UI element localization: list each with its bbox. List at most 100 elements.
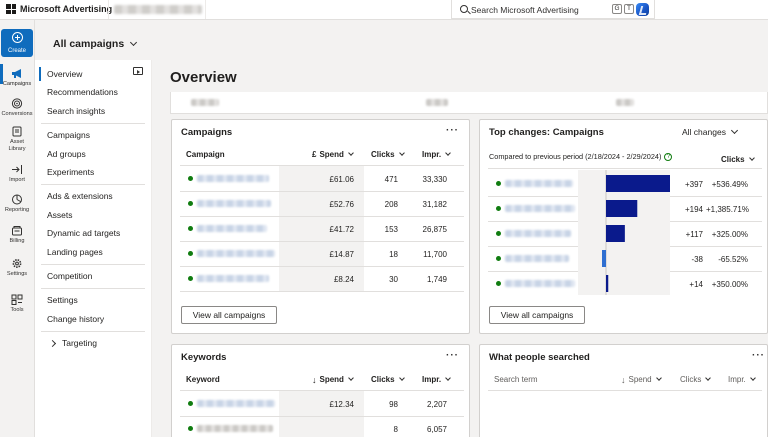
- nav-item-assets[interactable]: Assets: [47, 210, 73, 220]
- change-bar: [606, 175, 670, 192]
- campaign-name-redacted[interactable]: [197, 200, 271, 207]
- table-row[interactable]: £61.06 471 33,330: [172, 167, 469, 191]
- nav-item-landing-pages[interactable]: Landing pages: [47, 247, 103, 257]
- import-icon: [12, 165, 22, 174]
- create-button[interactable]: Create: [1, 29, 33, 57]
- table-row[interactable]: £41.72 153 26,875: [172, 217, 469, 241]
- scope-label: All campaigns: [53, 38, 125, 50]
- card-title: Keywords: [181, 352, 227, 363]
- column-header-impr[interactable]: Impr.: [728, 375, 756, 384]
- keyword-redacted[interactable]: [197, 425, 273, 432]
- campaign-name-redacted[interactable]: [197, 250, 275, 257]
- nav-item-dynamic-ad-targets[interactable]: Dynamic ad targets: [47, 228, 121, 238]
- nav-item-campaigns[interactable]: Campaigns: [47, 130, 90, 140]
- rail-label: Import: [9, 177, 25, 183]
- column-header-clicks[interactable]: Clicks: [680, 375, 712, 384]
- changes-dropdown[interactable]: All changes: [682, 126, 738, 137]
- nav-item-recommendations[interactable]: Recommendations: [47, 87, 118, 97]
- change-bar: [606, 200, 638, 217]
- spend-column-highlight: [279, 166, 364, 291]
- campaign-name-redacted[interactable]: [505, 180, 573, 187]
- column-header-impr[interactable]: Impr.: [422, 375, 451, 384]
- chevron-down-icon: [749, 375, 756, 381]
- rail-item-conversions[interactable]: Conversions: [0, 98, 34, 118]
- row-divider: [488, 221, 578, 222]
- rail-item-asset-library[interactable]: Asset Library: [0, 126, 34, 152]
- change-row[interactable]: +194 +1,385.71%: [480, 197, 767, 221]
- global-search[interactable]: Search Microsoft Advertising: [451, 0, 655, 19]
- rail-item-billing[interactable]: Billing: [0, 225, 34, 245]
- column-header-clicks[interactable]: Clicks: [371, 150, 405, 159]
- table-row[interactable]: 8 6,057: [172, 417, 469, 437]
- nav-item-ad-groups[interactable]: Ad groups: [47, 149, 86, 159]
- help-icon[interactable]: ?: [664, 153, 673, 162]
- brand-logo[interactable]: Microsoft Advertising: [6, 4, 112, 14]
- nav-item-search-insights[interactable]: Search insights: [47, 106, 106, 116]
- column-header-keyword[interactable]: Keyword: [186, 375, 220, 384]
- cell-clicks: 18: [389, 250, 398, 259]
- comparison-period: Compared to previous period (2/18/2024 -…: [489, 152, 673, 162]
- chevron-down-icon: [748, 155, 755, 161]
- campaign-name-redacted[interactable]: [197, 225, 267, 232]
- column-header-clicks[interactable]: Clicks: [371, 375, 405, 384]
- copilot-icon[interactable]: [636, 3, 649, 16]
- nav-item-ads-extensions[interactable]: Ads & extensions: [47, 191, 113, 201]
- cell-change: -38: [691, 255, 703, 264]
- campaign-name-redacted[interactable]: [505, 205, 575, 212]
- table-row[interactable]: £52.76 208 31,182: [172, 192, 469, 216]
- change-row[interactable]: +117 +325.00%: [480, 222, 767, 246]
- table-row[interactable]: £12.34 98 2,207: [172, 392, 469, 416]
- status-active-icon: [188, 226, 193, 231]
- column-header-impr[interactable]: Impr.: [422, 150, 451, 159]
- view-all-campaigns-button[interactable]: View all campaigns: [489, 306, 585, 324]
- cell-change-pct: +536.49%: [711, 180, 748, 189]
- rail-item-reporting[interactable]: Reporting: [0, 194, 34, 214]
- account-selector[interactable]: [108, 0, 206, 19]
- campaigns-card: Campaigns ··· Campaign £ Spend Clicks Imp…: [171, 119, 470, 334]
- campaign-name-redacted[interactable]: [505, 280, 575, 287]
- change-row[interactable]: +14 +350.00%: [480, 272, 767, 296]
- campaign-name-redacted[interactable]: [197, 275, 269, 282]
- change-row[interactable]: -38 -65.52%: [480, 247, 767, 271]
- more-options-icon[interactable]: ···: [446, 350, 459, 361]
- status-active-icon: [188, 176, 193, 181]
- campaign-name-redacted[interactable]: [197, 175, 269, 182]
- column-header-spend[interactable]: £ Spend: [312, 150, 354, 159]
- nav-item-settings[interactable]: Settings: [47, 295, 78, 305]
- rail-item-campaigns[interactable]: Campaigns: [0, 68, 34, 88]
- view-all-campaigns-button[interactable]: View all campaigns: [181, 306, 277, 324]
- more-options-icon[interactable]: ···: [446, 125, 459, 136]
- rail-label: Billing: [9, 238, 25, 244]
- column-header-campaign[interactable]: Campaign: [186, 150, 225, 159]
- more-options-icon[interactable]: ···: [752, 350, 765, 361]
- rail-item-settings[interactable]: Settings: [0, 258, 34, 278]
- megaphone-icon: [12, 69, 21, 78]
- campaign-name-redacted[interactable]: [505, 230, 571, 237]
- nav-item-competition[interactable]: Competition: [47, 271, 93, 281]
- campaign-name-redacted[interactable]: [505, 255, 569, 262]
- rail-item-import[interactable]: Import: [0, 164, 34, 184]
- nav-item-experiments[interactable]: Experiments: [47, 167, 95, 177]
- comparison-period-text: Compared to previous period (2/18/2024 -…: [489, 152, 662, 161]
- column-header-spend-label: Spend: [319, 375, 344, 384]
- nav-item-targeting[interactable]: Targeting: [48, 338, 97, 348]
- nav-item-overview[interactable]: Overview: [47, 69, 83, 79]
- change-row[interactable]: +397 +536.49%: [480, 172, 767, 196]
- metric-header-clicks[interactable]: Clicks: [721, 155, 755, 164]
- scope-selector[interactable]: All campaigns: [53, 38, 138, 50]
- redacted-text: [191, 99, 219, 106]
- table-row[interactable]: £8.24 30 1,749: [172, 267, 469, 291]
- cell-clicks: 471: [384, 175, 398, 184]
- table-row[interactable]: £14.87 18 11,700: [172, 242, 469, 266]
- column-header-spend[interactable]: ↓ Spend: [312, 375, 354, 384]
- column-header-clicks-label: Clicks: [680, 375, 702, 384]
- keyword-redacted[interactable]: [197, 400, 275, 407]
- rail-item-tools[interactable]: Tools: [0, 294, 34, 314]
- column-header-search-term[interactable]: Search term: [494, 375, 538, 384]
- column-header-clicks-label: Clicks: [371, 375, 395, 384]
- cell-clicks: 8: [393, 425, 398, 434]
- nav-item-change-history[interactable]: Change history: [47, 314, 105, 324]
- collapse-panel-icon[interactable]: [133, 67, 143, 75]
- status-active-icon: [496, 281, 501, 286]
- column-header-spend[interactable]: ↓ Spend: [621, 375, 662, 384]
